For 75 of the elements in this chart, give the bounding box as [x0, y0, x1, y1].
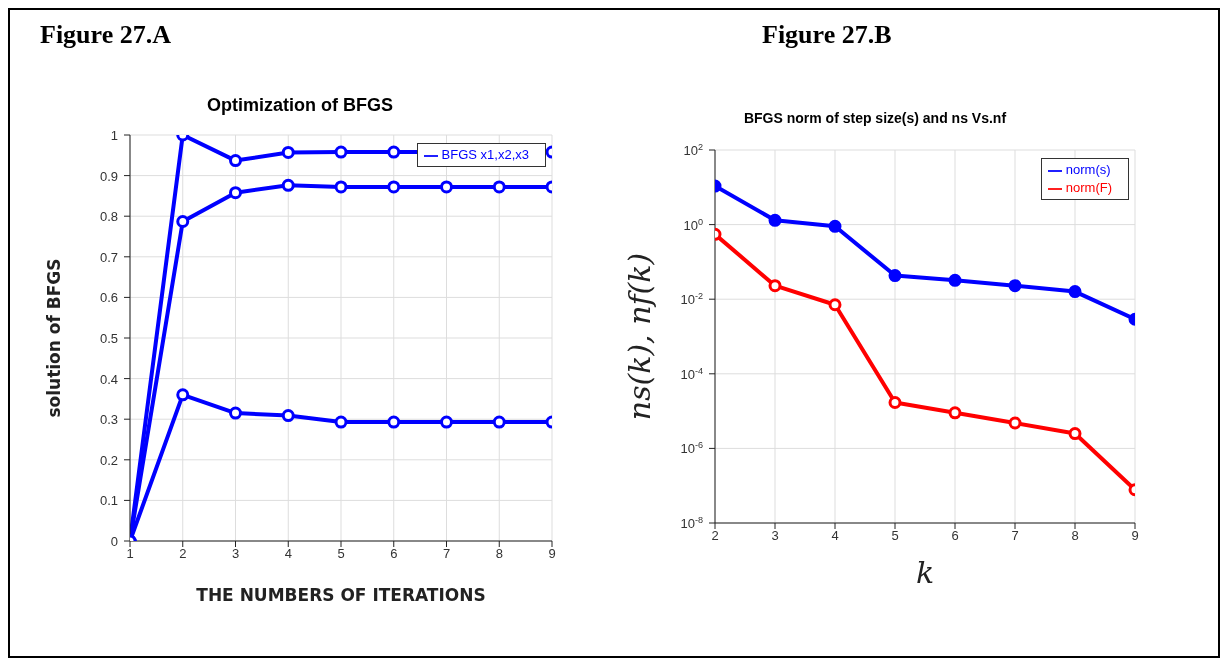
- x-tick-label: 6: [390, 546, 398, 562]
- caption: Figure 27.A: [40, 20, 171, 50]
- x-tick-label: 8: [1071, 528, 1079, 544]
- point: [387, 145, 401, 159]
- y-tick-label: 0.5: [99, 331, 118, 346]
- point: [948, 406, 962, 420]
- point: [828, 219, 842, 233]
- x-tick-label: 8: [495, 546, 503, 562]
- x-tick-label: 1: [126, 546, 134, 562]
- x-tick-label: 2: [179, 546, 187, 562]
- point: [1068, 285, 1082, 299]
- point: [768, 213, 782, 227]
- x-tick-label: 3: [231, 546, 240, 562]
- point: [229, 154, 242, 168]
- point: [888, 269, 902, 283]
- y-tick-label: 10$^{0}$: [683, 216, 703, 233]
- x-tick-label: 7: [1011, 528, 1019, 544]
- x-tick-label: 9: [548, 546, 556, 562]
- point: [1068, 427, 1082, 441]
- y-tick-label: 0.6: [99, 290, 118, 306]
- legend-label: norm(s): [1065, 162, 1111, 177]
- point: [948, 273, 962, 287]
- x-axis-title: k: [915, 555, 935, 590]
- point: [492, 180, 506, 194]
- point: [281, 145, 295, 159]
- point: [888, 396, 902, 409]
- point: [768, 279, 782, 293]
- y-tick-label: 0.8: [99, 209, 118, 225]
- x-tick-label: 3: [771, 528, 779, 544]
- x-tick-label: 5: [337, 546, 345, 562]
- point: [492, 415, 506, 429]
- point: [281, 409, 295, 423]
- y-tick-label: 0.4: [99, 371, 118, 387]
- chart-title: Optimization of BFGS: [206, 95, 394, 116]
- y-axis-title: ns(k), nf(k): [621, 252, 657, 421]
- x-tick-label: 9: [1131, 528, 1139, 544]
- point: [440, 180, 453, 194]
- x-tick-label: 4: [284, 546, 292, 562]
- legend-label: norm(F): [1065, 180, 1112, 195]
- y-tick-label: 10$^{-6}$: [680, 440, 703, 457]
- x-tick-label: 5: [891, 528, 899, 544]
- y-tick-label: 0.9: [99, 168, 118, 184]
- y-tick-label: 0.7: [99, 249, 118, 265]
- y-axis-title: solution of BFGS: [44, 258, 65, 418]
- y-tick-label: 1: [110, 128, 118, 143]
- point: [334, 415, 348, 429]
- point: [176, 388, 190, 402]
- y-tick-label: 10$^{-8}$: [680, 515, 703, 531]
- x-axis-title: THE NUMBERS OF ITERATIONS: [196, 585, 486, 605]
- y-tick-label: 10$^{-4}$: [680, 365, 703, 382]
- point: [229, 186, 242, 200]
- point: [229, 406, 242, 420]
- caption: Figure 27.B: [762, 20, 892, 50]
- y-tick-label: 0.1: [99, 493, 118, 509]
- point: [334, 145, 348, 159]
- point: [1008, 416, 1022, 430]
- point: [176, 214, 190, 228]
- point: [334, 180, 348, 194]
- point: [828, 298, 842, 312]
- y-tick-label: 10$^{-2}$: [680, 291, 703, 308]
- y-tick-label: 0: [110, 534, 118, 549]
- x-tick-label: 6: [951, 528, 959, 544]
- point: [387, 415, 401, 429]
- y-tick-label: 0.2: [99, 452, 118, 468]
- y-tick-label: 10$^{2}$: [683, 142, 703, 158]
- legend-label: BFGS x1,x2,x3: [441, 147, 529, 162]
- x-tick-label: 4: [831, 528, 839, 544]
- x-tick-label: 7: [442, 546, 451, 562]
- point: [387, 180, 401, 194]
- x-tick-label: 2: [711, 528, 719, 544]
- point: [1008, 279, 1022, 293]
- chart-title: BFGS norm of step size(s) and ns Vs.nf: [742, 110, 1008, 126]
- y-tick-label: 0.3: [99, 412, 118, 428]
- point: [281, 178, 295, 192]
- point: [440, 415, 453, 429]
